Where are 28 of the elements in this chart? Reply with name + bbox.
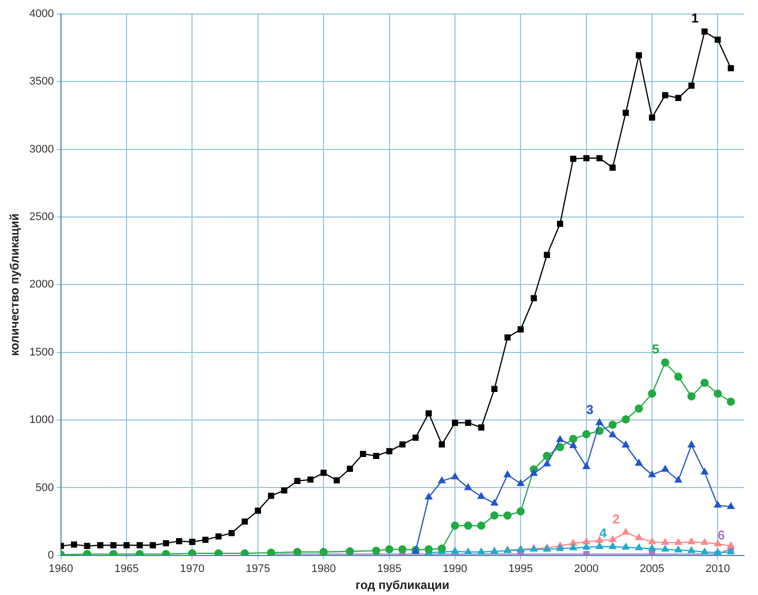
x-tick-label: 2005 (640, 563, 664, 576)
x-axis-title: год публикации (356, 578, 450, 592)
y-tick-label: 1500 (29, 346, 54, 358)
y-axis-title: количество публикаций (8, 213, 22, 356)
x-tick-label: 1960 (48, 563, 74, 576)
series-label: 4 (599, 526, 608, 541)
series-label: 3 (586, 402, 594, 417)
x-tick-label: 1965 (114, 563, 139, 576)
y-tick-label: 4000 (29, 8, 54, 20)
x-tick-label: 1985 (377, 563, 402, 576)
series-label: 5 (652, 342, 660, 357)
series-label: 6 (718, 528, 725, 543)
series-label: 2 (612, 511, 620, 526)
y-tick-label: 500 (36, 482, 54, 494)
x-tick-label: 2000 (574, 563, 599, 576)
y-tick-label: 1000 (29, 414, 54, 426)
x-tick-label: 1990 (442, 563, 468, 576)
y-tick-label: 3000 (29, 143, 54, 156)
y-tick-label: 2500 (29, 211, 54, 224)
x-tick-label: 1970 (180, 563, 204, 576)
x-tick-label: 1980 (311, 563, 336, 576)
y-tick-label: 3500 (29, 76, 54, 88)
x-tick-label: 2010 (705, 563, 730, 576)
y-tick-label: 0 (48, 549, 54, 562)
x-tick-label: 1995 (508, 563, 533, 576)
y-tick-label: 2000 (29, 278, 54, 291)
x-tick-label: 1975 (246, 563, 270, 576)
series-label: 1 (691, 10, 699, 26)
